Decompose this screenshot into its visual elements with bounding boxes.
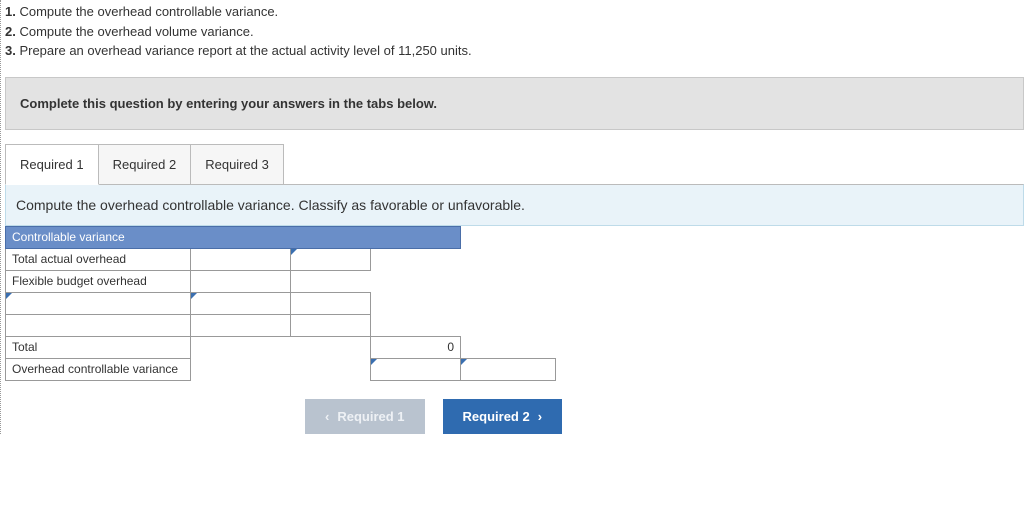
row-flex-budget-label: Flexible budget overhead xyxy=(6,270,191,292)
row-blank2-input2[interactable] xyxy=(291,314,371,336)
next-button-label: Required 2 xyxy=(463,409,530,424)
row-ovc-class[interactable] xyxy=(461,358,556,380)
row-blank2-label[interactable] xyxy=(6,314,191,336)
row-actual-overhead-input[interactable] xyxy=(191,248,291,270)
instruction-list: 1. Compute the overhead controllable var… xyxy=(5,0,1024,71)
table-row: Total actual overhead xyxy=(6,248,556,270)
instruction-2-num: 2. xyxy=(5,24,16,39)
tab-required-1[interactable]: Required 1 xyxy=(5,144,99,185)
nav-buttons: ‹ Required 1 Required 2 › xyxy=(305,399,1024,434)
tab-required-2[interactable]: Required 2 xyxy=(98,144,192,185)
variance-table: Controllable variance Total actual overh… xyxy=(5,226,556,381)
tabs-container: Required 1 Required 2 Required 3 xyxy=(5,144,1024,185)
table-row: Flexible budget overhead xyxy=(6,270,556,292)
row-actual-overhead-label: Total actual overhead xyxy=(6,248,191,270)
instruction-1-num: 1. xyxy=(5,4,16,19)
prompt-text: Complete this question by entering your … xyxy=(20,96,1009,111)
instruction-3-text: Prepare an overhead variance report at t… xyxy=(16,43,472,58)
row-total-label: Total xyxy=(6,336,191,358)
instruction-2-text: Compute the overhead volume variance. xyxy=(16,24,254,39)
row-actual-overhead-input2[interactable] xyxy=(291,248,371,270)
sub-instruction: Compute the overhead controllable varian… xyxy=(5,184,1024,226)
instruction-1-text: Compute the overhead controllable varian… xyxy=(16,4,278,19)
row-blank2-input[interactable] xyxy=(191,314,291,336)
prev-button-label: Required 1 xyxy=(337,409,404,424)
next-button[interactable]: Required 2 › xyxy=(443,399,563,434)
row-total-value: 0 xyxy=(371,336,461,358)
prev-button: ‹ Required 1 xyxy=(305,399,425,434)
row-ovc-label: Overhead controllable variance xyxy=(6,358,191,380)
tab-required-3[interactable]: Required 3 xyxy=(190,144,284,185)
table-header: Controllable variance xyxy=(6,226,461,248)
table-row xyxy=(6,314,556,336)
prompt-box: Complete this question by entering your … xyxy=(5,77,1024,130)
table-row: Overhead controllable variance xyxy=(6,358,556,380)
instruction-3-num: 3. xyxy=(5,43,16,58)
chevron-right-icon: › xyxy=(538,409,542,424)
row-blank1-input[interactable] xyxy=(191,292,291,314)
table-row xyxy=(6,292,556,314)
row-flex-budget-input[interactable] xyxy=(191,270,291,292)
row-blank1-input2[interactable] xyxy=(291,292,371,314)
row-ovc-input[interactable] xyxy=(371,358,461,380)
chevron-left-icon: ‹ xyxy=(325,409,329,424)
row-blank1-label[interactable] xyxy=(6,292,191,314)
table-row: Total 0 xyxy=(6,336,556,358)
